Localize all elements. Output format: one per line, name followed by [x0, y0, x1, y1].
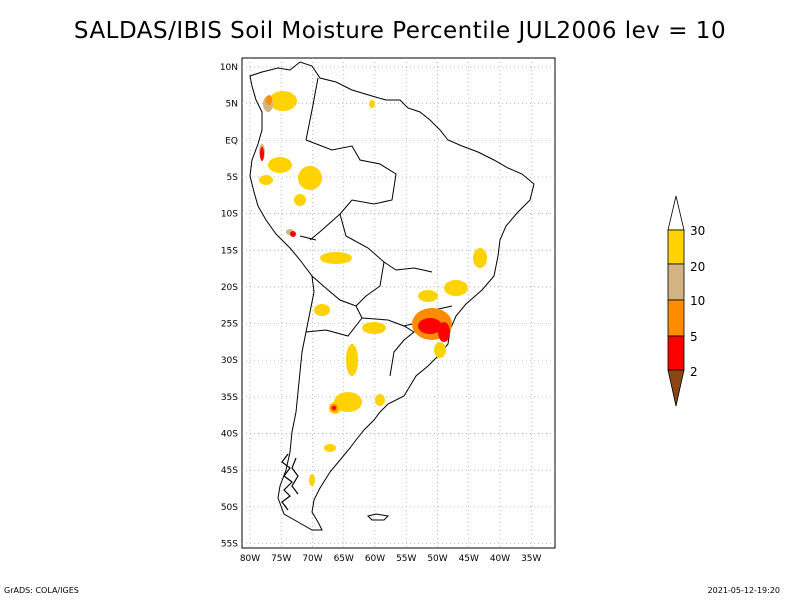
lat-tick-label: 10N — [220, 63, 238, 73]
lon-tick-label: 55W — [396, 554, 416, 564]
lon-tick-label: 70W — [302, 554, 322, 564]
latitude-labels: 10N 5N EQ 5S 10S 15S 20S 25S 30S 35S 40S 45S 50S 55S — [220, 63, 238, 549]
falkland-islands — [367, 513, 390, 521]
lon-tick-label: 45W — [459, 554, 479, 564]
lat-tick-label: 40S — [221, 430, 238, 440]
colorbar-label-2: 2 — [690, 365, 698, 379]
lat-tick-label: 45S — [221, 466, 238, 476]
colorbar-swatch-5-10 — [667, 299, 685, 337]
lon-tick-label: 35W — [521, 554, 541, 564]
lat-tick-label: 55S — [221, 539, 238, 549]
lat-tick-label: 5S — [227, 173, 239, 183]
longitude-labels: 80W 75W 70W 65W 60W 55W 50W 45W 40W 35W — [240, 554, 542, 564]
map-frame — [241, 57, 556, 549]
lon-tick-label: 75W — [271, 554, 291, 564]
percentile-5-10-regions — [266, 95, 452, 412]
patagonia-fjords — [281, 453, 299, 511]
colorbar-bottom-arrow — [667, 369, 685, 407]
lat-tick-label: 50S — [221, 503, 238, 513]
colorbar-swatch-10-20 — [667, 263, 685, 301]
colorbar-swatch-20-30 — [667, 229, 685, 265]
footer-credit: GrADS: COLA/IGES — [4, 586, 79, 595]
colorbar-label-5: 5 — [690, 330, 698, 344]
continent-outline — [249, 61, 535, 531]
lat-tick-label: 5N — [226, 100, 238, 110]
colorbar-swatch-2-5 — [667, 335, 685, 371]
colorbar-top-arrow — [667, 195, 685, 231]
south-america-coastline — [249, 61, 535, 531]
lat-tick-label: 20S — [221, 283, 238, 293]
colorbar-label-20: 20 — [690, 260, 705, 274]
percentile-2-5-regions — [260, 147, 450, 410]
lon-tick-label: 60W — [365, 554, 385, 564]
lat-tick-label: EQ — [225, 136, 238, 146]
lon-tick-label: 40W — [490, 554, 510, 564]
lon-tick-label: 50W — [427, 554, 447, 564]
map-title: SALDAS/IBIS Soil Moisture Percentile JUL… — [73, 18, 727, 44]
grid-lines — [242, 58, 555, 548]
soil-moisture-shading — [259, 91, 487, 486]
colorbar-label-10: 10 — [690, 294, 705, 308]
lat-tick-label: 25S — [221, 320, 238, 330]
lat-tick-label: 30S — [221, 356, 238, 366]
lat-tick-label: 35S — [221, 393, 238, 403]
footer-timestamp: 2021-05-12-19:20 — [707, 586, 780, 595]
colorbar: 30 20 10 5 2 — [667, 195, 705, 407]
lat-tick-label: 15S — [221, 246, 238, 256]
lon-tick-label: 80W — [240, 554, 260, 564]
lon-tick-label: 65W — [334, 554, 354, 564]
colorbar-label-30: 30 — [690, 224, 705, 238]
lat-tick-label: 10S — [221, 210, 238, 220]
